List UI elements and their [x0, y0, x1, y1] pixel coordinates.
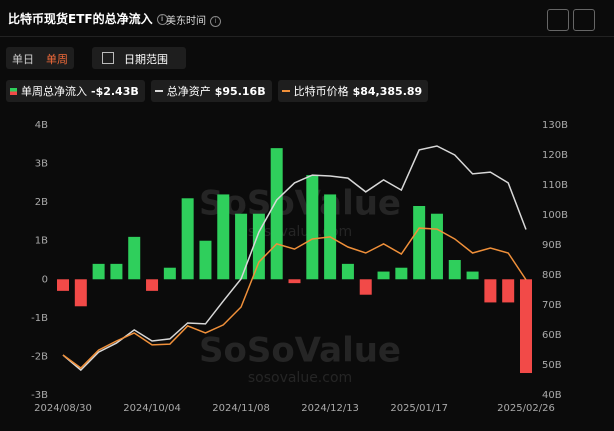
legend-value: $95.16B [214, 84, 266, 98]
timezone-wrap: 美东时间 i [166, 12, 221, 27]
y2-tick-label: 40B [542, 390, 562, 401]
info-icon[interactable]: i [210, 15, 221, 27]
divider [0, 36, 614, 37]
bar [306, 175, 319, 280]
title: 比特币现货ETF的总净流入 [8, 12, 153, 26]
y2-tick-label: 110B [542, 180, 568, 191]
bar [466, 271, 479, 280]
bar [199, 240, 212, 280]
bar [288, 279, 301, 284]
calendar-icon [102, 52, 114, 64]
legend-name: 单周总净流入 [21, 85, 87, 98]
legend-swatch [154, 90, 163, 92]
legend-item[interactable]: 总净资产 $95.16B [150, 80, 272, 102]
timezone: 美东时间 [166, 16, 206, 27]
bar [520, 279, 532, 374]
bar [235, 213, 248, 280]
bar [270, 148, 283, 280]
tab[interactable]: 单周 [46, 53, 68, 66]
y2-tick-label: 50B [542, 360, 562, 371]
y2-tick-label: 60B [542, 330, 562, 341]
title-wrap: 比特币现货ETF的总净流入 i [8, 10, 168, 27]
legend-value: $84,385.89 [352, 84, 423, 98]
legend-swatch [281, 90, 290, 92]
bar [502, 279, 515, 303]
legend-name: 总净资产 [166, 85, 211, 98]
line [62, 227, 527, 369]
x-tick-label: 2024/08/30 [34, 403, 92, 414]
y-tick-label: -1B [31, 313, 48, 324]
bar [359, 279, 372, 295]
tabs: 单日 单周 [6, 47, 74, 69]
y2-tick-label: 70B [542, 300, 562, 311]
bar [484, 279, 497, 303]
x-tick-label: 2024/11/08 [212, 403, 270, 414]
info-icon[interactable]: i [156, 14, 168, 25]
bar [92, 263, 105, 280]
bar [110, 263, 123, 280]
x-tick-label: 2025/01/17 [390, 403, 448, 414]
watermark: SoSoValue [199, 331, 401, 371]
y-tick-label: 2B [35, 197, 48, 208]
y-tick-label: -3B [31, 390, 48, 401]
fullscreen-button[interactable] [547, 9, 569, 31]
bar [395, 267, 408, 280]
bar [413, 206, 426, 280]
x-tick-label: 2024/10/04 [123, 403, 181, 414]
bar [181, 198, 194, 280]
y2-tick-label: 90B [542, 240, 562, 251]
legend-value: -$2.43B [91, 84, 139, 98]
bar [377, 271, 390, 280]
bar [163, 267, 176, 280]
bar [341, 263, 354, 280]
bar [448, 260, 461, 280]
y-tick-label: 0 [42, 274, 48, 285]
y2-tick-label: 120B [542, 150, 568, 161]
watermark: sosovalue.com [248, 370, 352, 386]
watermark: SoSoValue [199, 184, 401, 224]
legend-item[interactable]: 单周总净流入 -$2.43B [6, 80, 145, 102]
share-button[interactable] [573, 9, 595, 31]
bar [252, 213, 265, 280]
bar [430, 213, 443, 280]
legend-name: 比特币价格 [293, 85, 349, 98]
date-range-label: 日期范围 [124, 53, 168, 66]
bar [57, 279, 69, 291]
y-tick-label: -2B [31, 351, 48, 362]
y-tick-label: 3B [35, 159, 48, 170]
bar [74, 279, 87, 307]
legend-item[interactable]: 比特币价格 $84,385.89 [277, 80, 429, 102]
x-tick-label: 2025/02/26 [497, 403, 555, 414]
legend: 单周总净流入 -$2.43B 总净资产 $95.16B 比特币价格 $84,385.89 [6, 80, 429, 102]
x-tick-label: 2024/12/13 [301, 403, 359, 414]
y-tick-label: 1B [35, 236, 48, 247]
bar [217, 194, 230, 280]
bar [146, 279, 159, 291]
legend-swatch [10, 87, 17, 95]
tab[interactable]: 单日 [12, 53, 34, 66]
y2-tick-label: 130B [542, 120, 568, 131]
y-tick-label: 4B [35, 120, 48, 131]
bar [128, 236, 141, 280]
date-range-button[interactable]: 日期范围 [92, 47, 186, 69]
y2-tick-label: 80B [542, 270, 562, 281]
line [62, 145, 527, 372]
y2-tick-label: 100B [542, 210, 568, 221]
